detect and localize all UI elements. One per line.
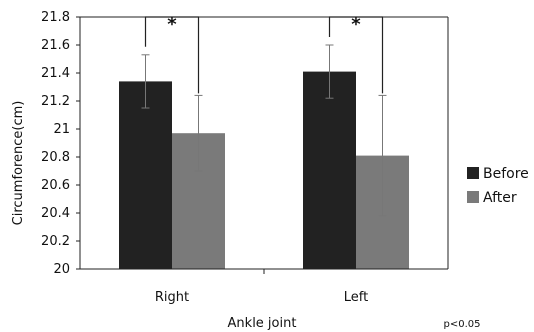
y-axis-title: Circumforence(cm) bbox=[11, 101, 26, 226]
y-axis: 20 20.2 20.4 20.6 20.8 21 21.2 21.4 21.6 21.8 bbox=[41, 10, 449, 277]
bar-before-left bbox=[303, 71, 356, 269]
significance-bracket bbox=[144, 16, 200, 94]
y-tick-label: 21.6 bbox=[41, 38, 70, 53]
y-tick-label: 21.8 bbox=[41, 10, 70, 25]
significance-brackets: * * bbox=[144, 14, 384, 94]
significance-bracket bbox=[328, 16, 384, 94]
y-tick-label: 21 bbox=[53, 122, 70, 137]
legend-swatch-before bbox=[467, 167, 479, 179]
y-tick-label: 21.2 bbox=[41, 94, 70, 109]
bar-before-right bbox=[119, 81, 172, 270]
significance-star: * bbox=[351, 14, 361, 35]
legend-swatch-after bbox=[467, 191, 479, 203]
x-axis: Right Left bbox=[80, 268, 448, 305]
bars bbox=[119, 71, 409, 270]
y-tick-label: 20.6 bbox=[41, 178, 70, 193]
legend-label-after: After bbox=[483, 190, 517, 206]
significance-note: p<0.05 bbox=[444, 319, 481, 330]
y-tick-label: 20 bbox=[53, 262, 70, 277]
y-tick-label: 20.4 bbox=[41, 206, 70, 221]
significance-star: * bbox=[167, 14, 177, 35]
x-tick-label: Left bbox=[344, 290, 368, 305]
y-tick-label: 20.8 bbox=[41, 150, 70, 165]
legend: Before After bbox=[467, 166, 529, 206]
error-bars bbox=[141, 44, 387, 217]
y-tick-label: 21.4 bbox=[41, 66, 70, 81]
y-tick-label: 20.2 bbox=[41, 234, 70, 249]
x-axis-title: Ankle joint bbox=[228, 316, 297, 331]
legend-label-before: Before bbox=[483, 166, 529, 182]
x-tick-label: Right bbox=[155, 290, 189, 305]
